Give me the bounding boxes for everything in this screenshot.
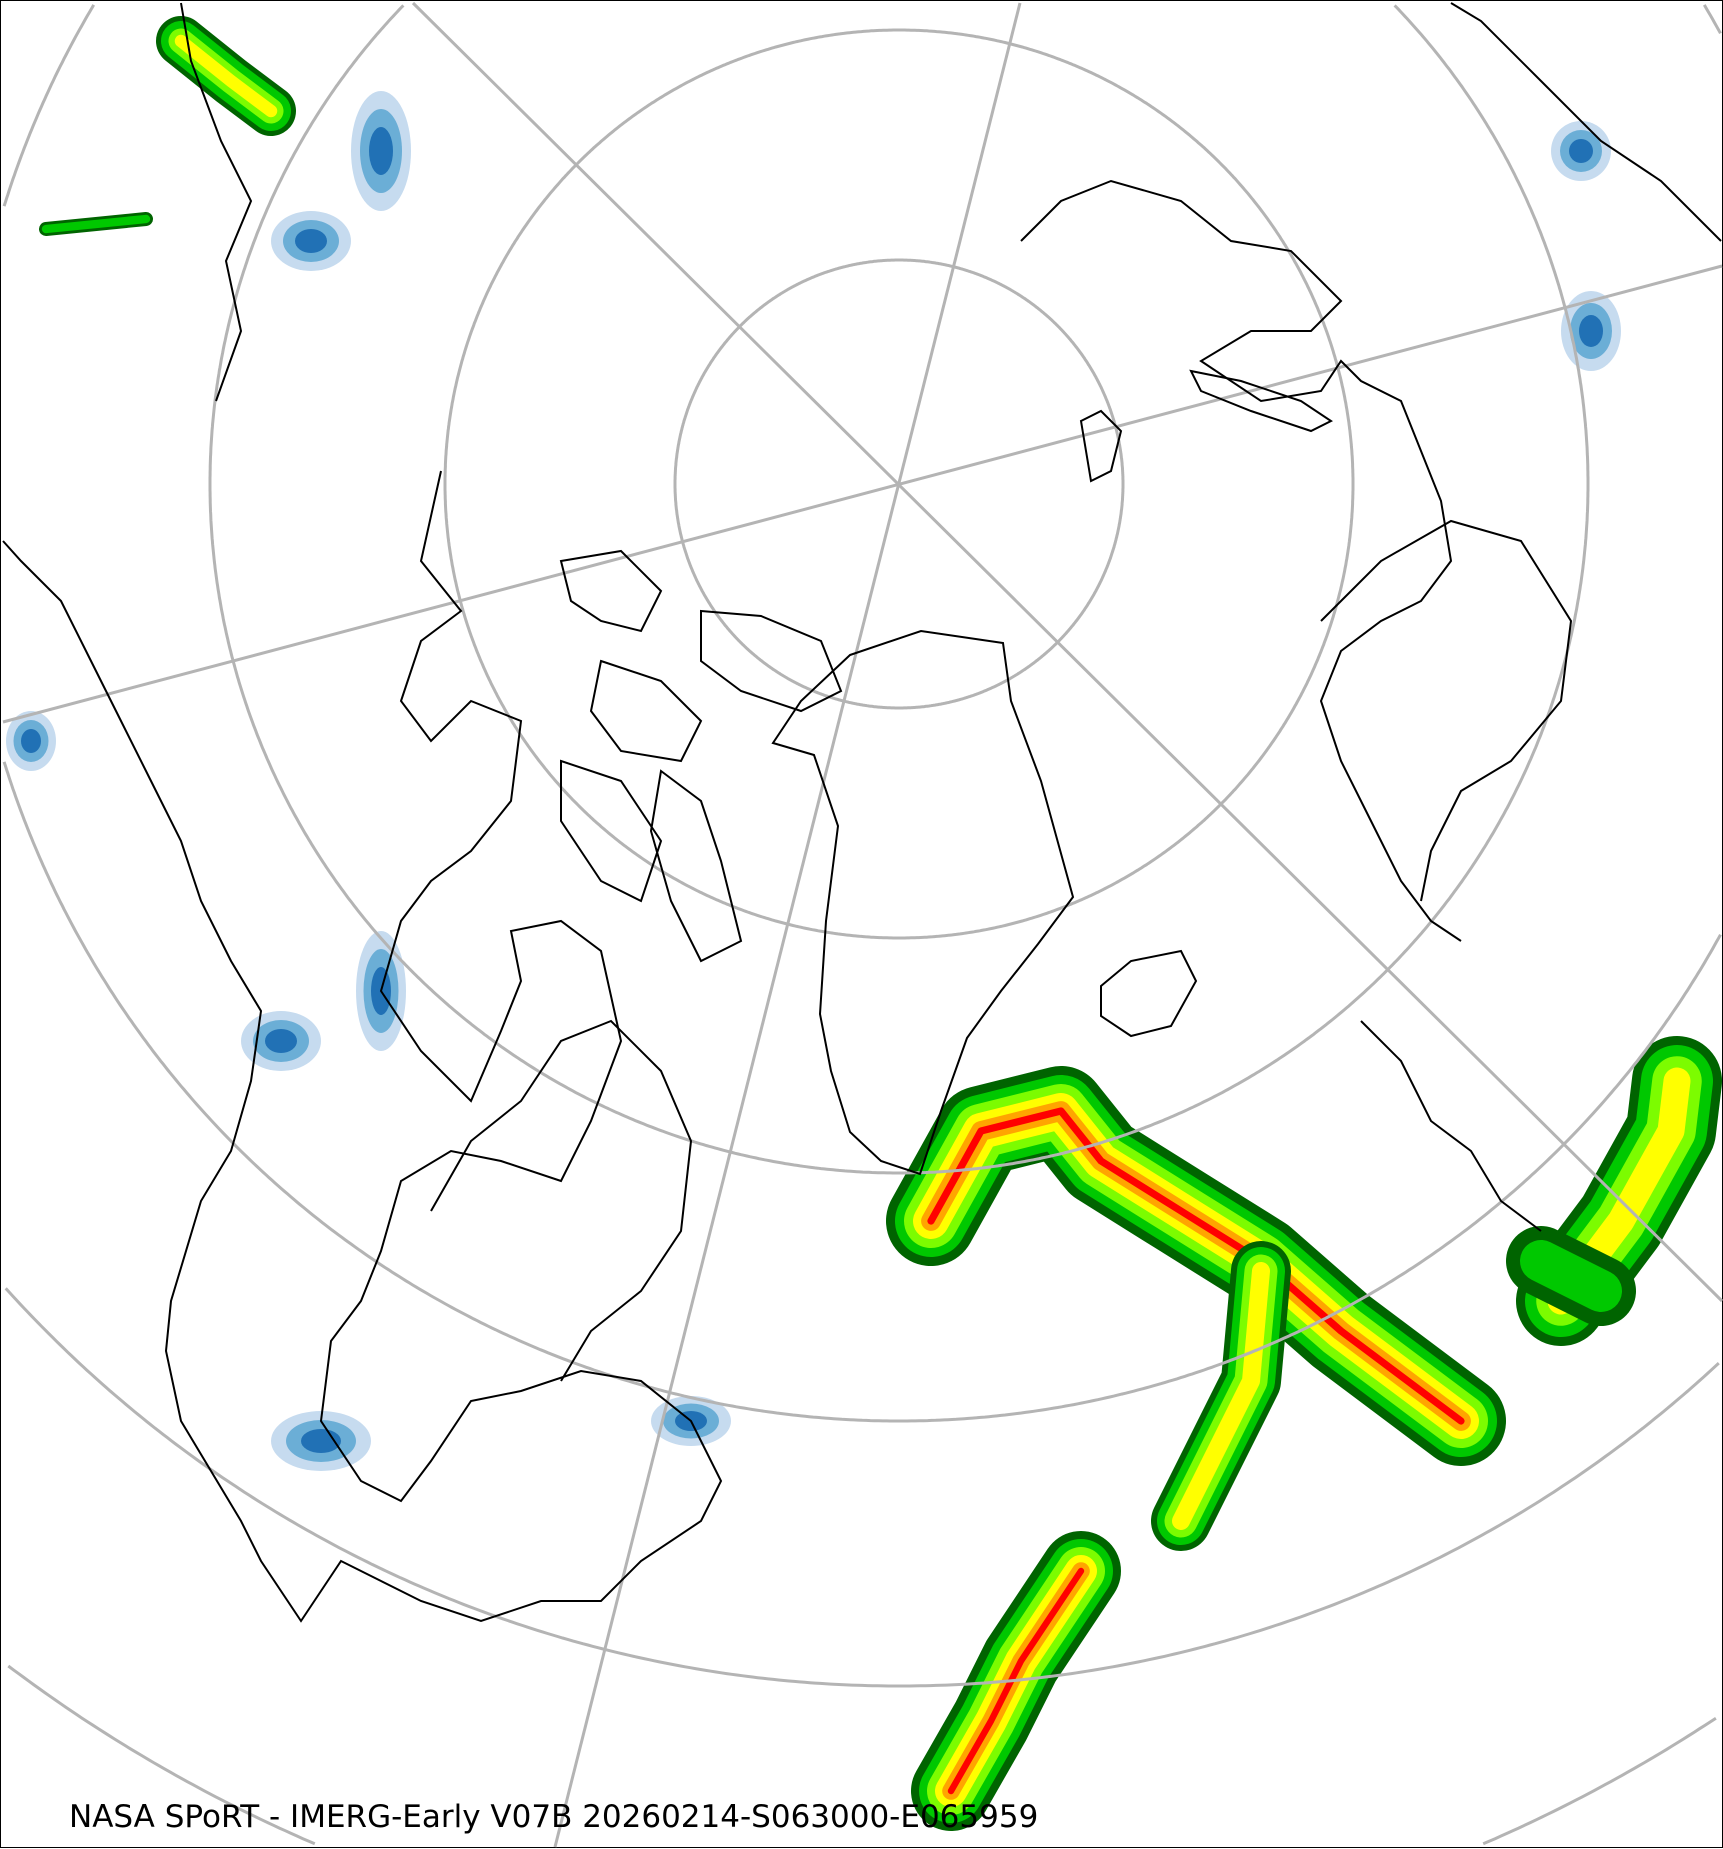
precipitation-area (369, 127, 393, 175)
meridian-line (411, 1, 1723, 1303)
meridian-line (2, 264, 1723, 724)
canadian-islands-coast (559, 549, 843, 963)
latitude-circle (7, 1664, 1717, 1846)
greenland-coast (771, 629, 1075, 1176)
latitude-circle (673, 258, 1125, 710)
precipitation-area (295, 229, 327, 253)
coastlines (2, 2, 1722, 1623)
latitude-circle (443, 28, 1355, 940)
latitude-circle (208, 4, 1590, 1175)
precipitation-layer (6, 16, 1722, 1831)
meridian-line (553, 2, 1022, 1848)
precipitation-area (927, 1107, 1465, 1425)
hudson-bay-coast (430, 1019, 693, 1382)
map-caption: NASA SPoRT - IMERG-Early V07B 20260214-S… (69, 1799, 1039, 1835)
eurasia-coast (1020, 2, 1722, 942)
svalbard-coast (1079, 409, 1123, 483)
precipitation-area (1579, 315, 1603, 347)
precipitation-area (1569, 139, 1593, 163)
precipitation-area (21, 729, 41, 753)
latitude-circle (2, 4, 1722, 1423)
precipitation-area (1520, 1240, 1622, 1312)
precipitation-area (1172, 1262, 1270, 1530)
novaya-zemlya-coast (1189, 369, 1333, 433)
precipitation-area (265, 1029, 297, 1053)
scandinavia-coast (1320, 519, 1573, 1232)
precipitation-area (174, 34, 278, 118)
latitude-circle (4, 1287, 1720, 1688)
precipitation-area (947, 1567, 1085, 1795)
north-america-coast (2, 2, 723, 1623)
iceland-coast (1100, 949, 1198, 1038)
precipitation-area (41, 214, 151, 234)
